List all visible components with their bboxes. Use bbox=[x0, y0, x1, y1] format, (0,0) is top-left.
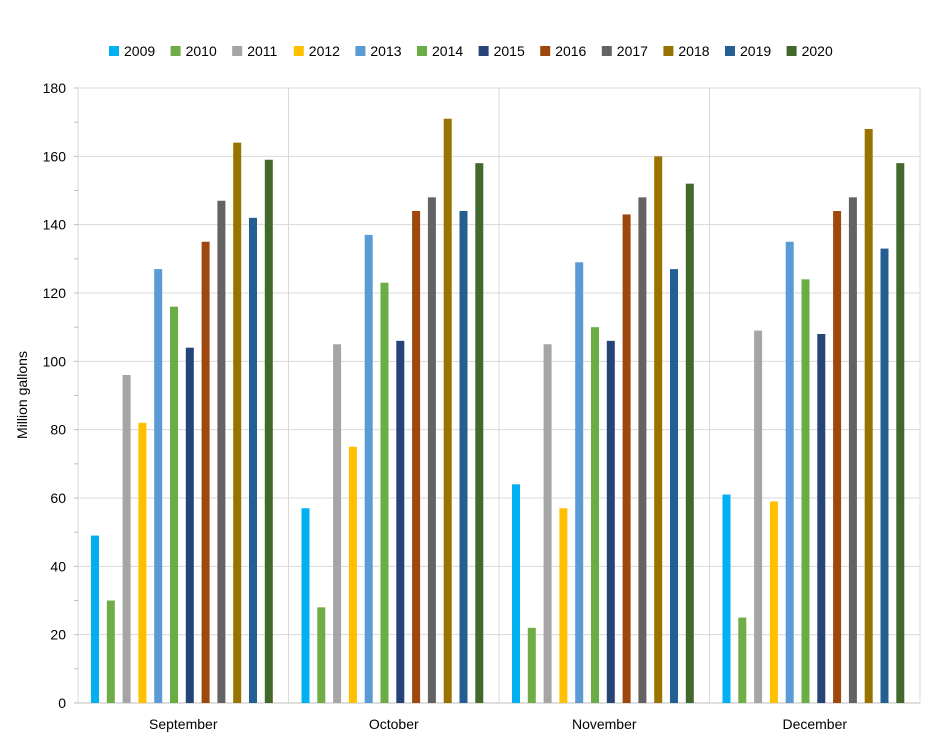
bar-2017-december bbox=[848, 197, 857, 704]
y-tick-label-80: 80 bbox=[50, 422, 66, 438]
legend-swatch-2010 bbox=[170, 46, 181, 56]
bar-2013-september bbox=[154, 269, 163, 703]
bar-2011-october bbox=[333, 344, 342, 703]
bar-2015-september bbox=[185, 347, 194, 703]
bar-2009-september bbox=[91, 535, 99, 703]
bar-2018-november bbox=[654, 156, 663, 704]
legend-label-2017: 2017 bbox=[617, 43, 648, 59]
x-category-label-october: October bbox=[369, 716, 419, 732]
bar-2017-october bbox=[427, 197, 436, 704]
legend-swatch-2019 bbox=[725, 46, 735, 56]
legend-label-2019: 2019 bbox=[740, 43, 771, 59]
bar-2019-september bbox=[249, 217, 257, 704]
legend-swatch-2018 bbox=[663, 46, 674, 56]
bar-2013-december bbox=[785, 241, 794, 703]
y-axis-ticks: 0 20 40 60 80 100 120 140 160 180 bbox=[43, 80, 67, 711]
bar-2016-november bbox=[622, 214, 631, 703]
bar-2015-december bbox=[817, 334, 826, 703]
legend-swatch-2014 bbox=[417, 46, 427, 56]
x-category-label-september: September bbox=[149, 716, 218, 732]
bar-2013-november bbox=[575, 262, 584, 703]
y-tick-label-120: 120 bbox=[43, 285, 67, 301]
bar-2010-november bbox=[527, 627, 536, 703]
bar-2017-november bbox=[638, 197, 647, 704]
bar-2015-november bbox=[606, 340, 615, 703]
y-tick-label-40: 40 bbox=[50, 558, 66, 574]
x-category-label-december: December bbox=[782, 716, 847, 732]
bar-2018-december bbox=[864, 129, 873, 703]
bar-2014-october bbox=[380, 282, 389, 703]
bar-2014-december bbox=[801, 279, 810, 703]
y-tick-label-140: 140 bbox=[43, 217, 67, 233]
bar-2020-november bbox=[685, 183, 694, 703]
y-tick-label-160: 160 bbox=[43, 148, 67, 164]
y-tick-label-180: 180 bbox=[43, 80, 67, 96]
x-category-label-november: November bbox=[572, 716, 637, 732]
legend-swatch-2009 bbox=[109, 46, 119, 56]
bar-2014-september bbox=[170, 306, 178, 703]
bar-2011-november bbox=[543, 344, 552, 703]
legend-swatch-2011 bbox=[232, 46, 243, 56]
bar-2012-september bbox=[138, 422, 147, 703]
legend-swatch-2017 bbox=[601, 46, 612, 56]
bar-2011-september bbox=[122, 375, 131, 703]
bar-2019-november bbox=[670, 269, 678, 703]
legend-label-2016: 2016 bbox=[555, 43, 586, 59]
y-tick-label-60: 60 bbox=[50, 490, 66, 506]
y-tick-label-20: 20 bbox=[50, 627, 66, 643]
bar-2012-october bbox=[348, 446, 357, 703]
bar-2009-december bbox=[722, 494, 731, 703]
legend-swatch-2015 bbox=[478, 46, 489, 56]
bar-2015-october bbox=[396, 340, 405, 703]
bar-2016-december bbox=[833, 211, 842, 703]
bar-2010-december bbox=[738, 617, 747, 703]
legend-label-2015: 2015 bbox=[494, 43, 525, 59]
bar-2017-september bbox=[217, 200, 226, 703]
legend-label-2009: 2009 bbox=[124, 43, 155, 59]
bar-2009-october bbox=[301, 508, 310, 703]
bar-2010-september bbox=[106, 600, 115, 703]
legend-label-2013: 2013 bbox=[370, 43, 401, 59]
bar-2014-november bbox=[591, 327, 599, 703]
legend-swatch-2013 bbox=[355, 46, 366, 56]
y-tick-label-0: 0 bbox=[58, 695, 66, 711]
legend-label-2010: 2010 bbox=[186, 43, 217, 59]
bar-2020-october bbox=[475, 163, 484, 703]
bar-2016-september bbox=[201, 241, 210, 703]
legend-swatch-2016 bbox=[540, 46, 551, 56]
legend-label-2012: 2012 bbox=[309, 43, 340, 59]
legend: 2009 2010 2011 2012 2013 2014 2015 2016 2017 2018… bbox=[109, 43, 833, 59]
bar-2020-september bbox=[264, 159, 273, 703]
bar-2018-september bbox=[233, 142, 242, 703]
bar-2009-november bbox=[512, 484, 520, 703]
legend-swatch-2020 bbox=[786, 46, 797, 56]
legend-label-2014: 2014 bbox=[432, 43, 463, 59]
legend-swatch-2012 bbox=[293, 46, 304, 56]
bars bbox=[91, 118, 905, 704]
bar-2019-october bbox=[459, 211, 468, 703]
legend-label-2018: 2018 bbox=[678, 43, 709, 59]
x-axis-categories: September October November December bbox=[149, 716, 847, 732]
bar-2018-october bbox=[443, 118, 452, 703]
legend-label-2020: 2020 bbox=[802, 43, 833, 59]
bar-2020-december bbox=[896, 163, 905, 703]
bar-2019-december bbox=[880, 248, 889, 704]
bar-2011-december bbox=[754, 330, 763, 703]
legend-label-2011: 2011 bbox=[247, 43, 277, 59]
bar-2012-november bbox=[559, 508, 568, 703]
y-tick-label-100: 100 bbox=[43, 353, 67, 369]
bar-2016-october bbox=[412, 211, 421, 703]
y-axis-title: Million gallons bbox=[14, 351, 30, 439]
bar-2010-october bbox=[317, 607, 326, 703]
bar-2013-october bbox=[364, 234, 373, 703]
bar-2012-december bbox=[769, 501, 778, 703]
